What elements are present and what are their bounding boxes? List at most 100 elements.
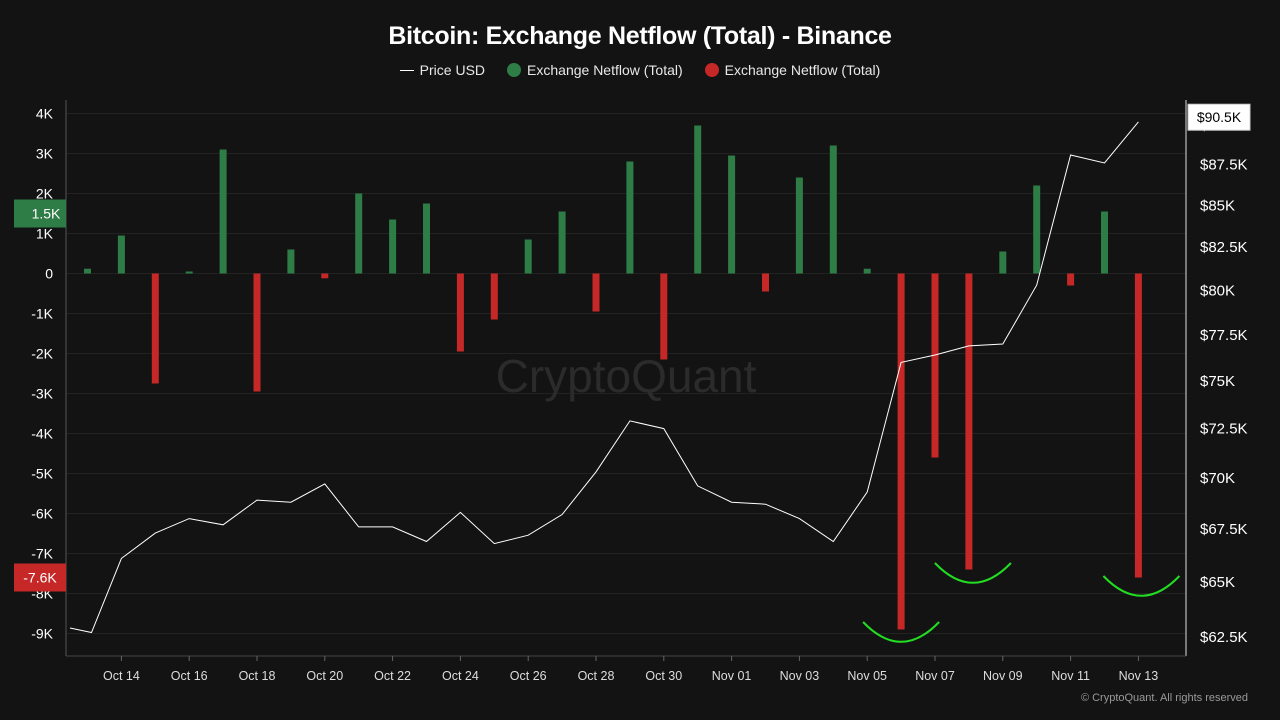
inflow-bar: [999, 251, 1007, 274]
x-tick-label: Nov 13: [1119, 669, 1159, 683]
inflow-bar: [829, 145, 837, 274]
left-value-badge-negative: [14, 563, 66, 592]
left-tick-label: 0: [45, 266, 53, 282]
watermark-text: CryptoQuant: [496, 350, 757, 402]
x-axis-ticks: Oct 14 Oct 16 Oct 18 Oct 20 Oct 22 Oct 24 Oct …: [103, 656, 1158, 683]
chart-title: Bitcoin: Exchange Netflow (Total) - Bina…: [388, 22, 892, 50]
right-price-badge-label: $90.5K: [1197, 109, 1242, 125]
x-tick-label: Nov 11: [1051, 669, 1090, 683]
legend-item-inflow[interactable]: Exchange Netflow (Total): [507, 62, 683, 78]
legend-line-icon: [399, 69, 414, 71]
outflow-bar: [897, 273, 905, 630]
inflow-bar: [219, 149, 227, 274]
inflow-bar: [524, 239, 532, 274]
annotation-arc: [934, 562, 1012, 584]
inflow-bar: [558, 211, 566, 274]
right-tick-label: $67.5K: [1200, 521, 1248, 538]
x-tick-label: Nov 03: [780, 669, 820, 683]
inflow-bar: [1033, 185, 1041, 274]
legend-item-outflow[interactable]: Exchange Netflow (Total): [704, 62, 881, 78]
green-dot-icon: [507, 63, 522, 77]
right-tick-label: $75K: [1200, 373, 1235, 390]
outflow-bar: [1134, 273, 1142, 578]
left-tick-label: 1K: [36, 226, 54, 242]
left-tick-label: 4K: [36, 106, 54, 122]
left-tick-label: -5K: [31, 466, 53, 482]
right-tick-label: $87.5K: [1200, 157, 1248, 174]
x-tick-label: Nov 09: [983, 669, 1023, 683]
x-tick-label: Oct 28: [578, 669, 615, 683]
x-tick-label: Oct 20: [306, 669, 343, 683]
copyright-notice: © CryptoQuant. All rights reserved: [1080, 692, 1248, 704]
annotation-arcs: [862, 562, 1181, 643]
x-tick-label: Oct 18: [239, 669, 276, 683]
chart-legend: Price USD Exchange Netflow (Total) Excha…: [0, 62, 1280, 78]
outflow-bar: [660, 273, 668, 360]
inflow-bar: [795, 177, 803, 274]
x-tick-label: Nov 05: [847, 669, 887, 683]
outflow-bar: [1067, 273, 1075, 286]
outflow-bar: [490, 273, 498, 320]
right-axis-ticks: $62.5K $65K $67.5K $70K $72.5K $75K $77.5K $80K…: [1200, 117, 1248, 646]
inflow-bar: [355, 193, 363, 274]
left-tick-label: -3K: [31, 386, 53, 402]
outflow-bar: [965, 273, 973, 570]
inflow-bar: [117, 235, 125, 274]
outflow-bar: [253, 273, 261, 392]
left-tick-label: -2K: [31, 346, 53, 362]
x-tick-label: Oct 22: [374, 669, 411, 683]
x-tick-label: Nov 01: [712, 669, 752, 683]
inflow-bar: [626, 161, 634, 274]
annotation-arc: [862, 621, 940, 643]
outflow-bar: [151, 273, 159, 384]
x-tick-label: Oct 26: [510, 669, 547, 683]
legend-label-outflow: Exchange Netflow (Total): [724, 62, 881, 78]
outflow-bar: [592, 273, 600, 312]
left-tick-label: -4K: [31, 426, 53, 442]
left-tick-label: -7K: [31, 546, 53, 562]
right-tick-label: $80K: [1200, 282, 1235, 299]
left-tick-label: 2K: [36, 186, 54, 202]
inflow-bar: [185, 271, 193, 274]
legend-label-inflow: Exchange Netflow (Total): [527, 62, 683, 78]
outflow-bar: [931, 273, 939, 458]
outflow-bar: [456, 273, 464, 352]
left-badge-label-positive: 1.5K: [32, 206, 61, 222]
right-tick-label: $62.5K: [1200, 629, 1248, 646]
inflow-bar: [84, 268, 91, 274]
inflow-bar: [1101, 211, 1108, 274]
inflow-bar: [389, 219, 397, 274]
outflow-bar: [762, 273, 769, 292]
legend-item-price[interactable]: Price USD: [399, 62, 486, 78]
right-tick-label: $82.5K: [1200, 239, 1248, 256]
right-tick-label: $77.5K: [1200, 327, 1248, 344]
left-tick-label: -9K: [31, 626, 53, 642]
price-line: [69, 121, 1139, 634]
x-tick-label: Nov 07: [915, 669, 955, 683]
right-tick-label: $72.5K: [1200, 421, 1248, 438]
x-tick-label: Oct 16: [171, 669, 208, 683]
annotation-arc: [1102, 575, 1181, 597]
right-tick-label: $65K: [1200, 574, 1235, 591]
inflow-bar: [287, 249, 295, 274]
x-tick-label: Oct 14: [103, 669, 140, 683]
inflow-bar: [863, 268, 871, 274]
x-tick-label: Oct 24: [442, 669, 479, 683]
left-tick-label: -1K: [31, 306, 53, 322]
right-tick-label: $70K: [1200, 470, 1235, 487]
left-tick-label: 3K: [36, 146, 54, 162]
netflow-bars: [84, 125, 1142, 630]
left-badge-label-negative: -7.6K: [23, 570, 57, 586]
red-dot-icon: [704, 63, 719, 77]
right-tick-label: $85K: [1200, 197, 1235, 214]
inflow-bar: [728, 155, 736, 274]
outflow-bar: [321, 273, 329, 279]
right-price-badge: [1187, 103, 1251, 131]
left-tick-label: -6K: [31, 506, 53, 522]
legend-label-price: Price USD: [419, 62, 486, 78]
left-value-badge-positive: [14, 199, 66, 228]
x-tick-label: Oct 30: [645, 669, 682, 683]
inflow-bar: [694, 125, 702, 274]
